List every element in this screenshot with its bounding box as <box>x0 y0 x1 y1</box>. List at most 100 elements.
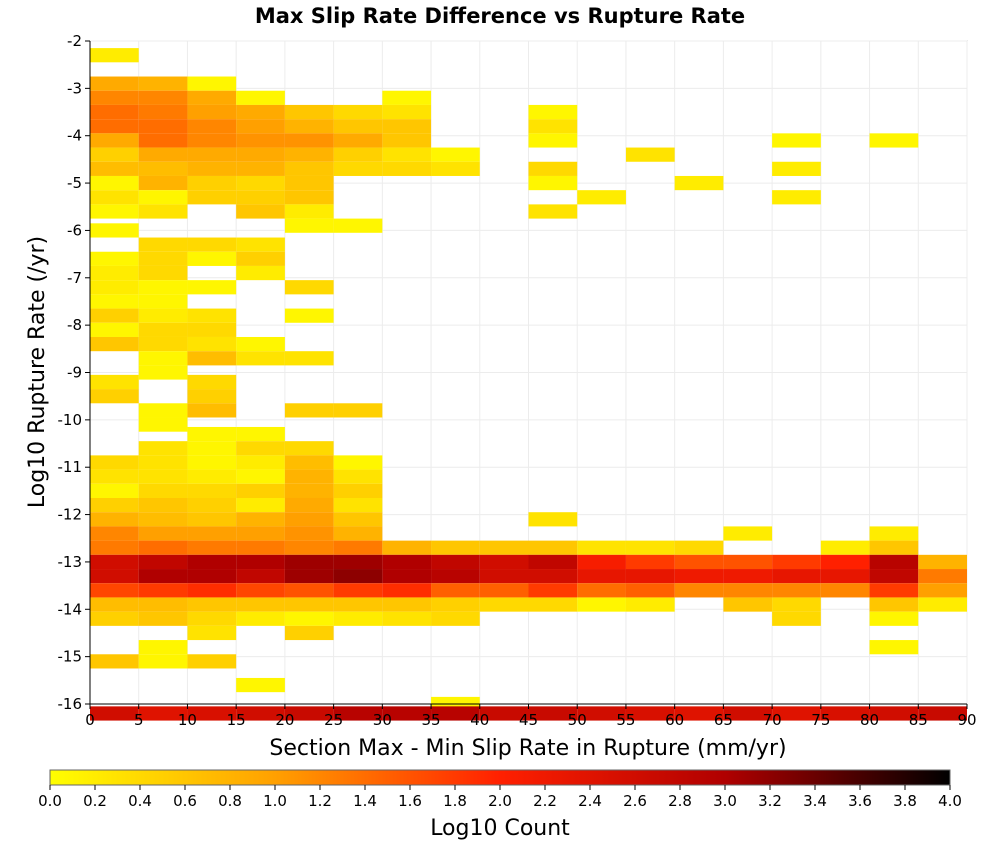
heatmap-cell <box>528 133 578 148</box>
heatmap-cell <box>284 175 334 191</box>
heatmap-cell <box>138 204 188 219</box>
heatmap-cell <box>479 540 529 555</box>
heatmap-cell <box>333 554 383 570</box>
heatmap-cell <box>284 569 334 584</box>
heatmap-cell <box>187 569 237 584</box>
heatmap-cell <box>528 540 578 555</box>
heatmap-cell <box>625 540 675 555</box>
heatmap-cell <box>382 706 432 721</box>
heatmap-cell <box>431 540 480 555</box>
heatmap-cell <box>138 540 188 555</box>
heatmap-cell <box>577 569 626 584</box>
colorbar-tick-label: 0.2 <box>83 792 107 810</box>
heatmap-cell <box>187 322 237 337</box>
heatmap-cell <box>625 147 675 162</box>
x-tick-label: 40 <box>470 711 489 729</box>
heatmap-cell <box>187 133 237 148</box>
heatmap-cell <box>528 597 578 612</box>
heatmap-cell <box>284 554 334 570</box>
colorbar-tick-label: 0.0 <box>38 792 62 810</box>
heatmap-cell <box>187 403 237 418</box>
heatmap-cell <box>90 611 139 626</box>
heatmap-cell <box>431 706 480 721</box>
heatmap-cell <box>869 554 919 570</box>
heatmap-cell <box>577 554 626 570</box>
heatmap-cell <box>90 308 139 323</box>
heatmap-cell <box>187 190 237 205</box>
colorbar-tick-label: 2.4 <box>578 792 602 810</box>
heatmap-cell <box>236 90 285 105</box>
heatmap-cell <box>90 161 139 176</box>
colorbar-tick-label: 0.6 <box>173 792 197 810</box>
heatmap-cell <box>90 104 139 120</box>
heatmap-cell <box>90 336 139 352</box>
heatmap-cell <box>236 336 285 352</box>
heatmap-cell <box>333 512 383 527</box>
heatmap-cell <box>284 403 334 418</box>
heatmap-cell <box>187 237 237 252</box>
heatmap-cell <box>90 133 139 148</box>
heatmap-cell <box>90 455 139 470</box>
colorbar-tick-label: 0.8 <box>218 792 242 810</box>
heatmap-cell <box>187 540 237 555</box>
heatmap-cell <box>772 597 821 612</box>
heatmap-cell <box>284 204 334 219</box>
y-tick-label: -12 <box>58 506 83 524</box>
heatmap-cell <box>90 497 139 513</box>
colorbar-tick-label: 3.0 <box>713 792 737 810</box>
heatmap-cell <box>284 133 334 148</box>
heatmap-cell <box>284 512 334 527</box>
heatmap-cell <box>90 294 139 309</box>
heatmap-cell <box>528 104 578 120</box>
heatmap-cell <box>820 569 870 584</box>
heatmap-cell <box>625 706 675 721</box>
colorbar-tick-label: 2.2 <box>533 792 557 810</box>
heatmap-cell <box>528 204 578 219</box>
colorbar-ticks: 0.0 0.2 0.4 0.6 0.8 1.0 1.2 1.4 1.6 1.8 2.0 2.2 2.4 2… <box>38 785 962 810</box>
y-tick-label: -8 <box>67 316 82 334</box>
y-tick-label: -14 <box>58 600 83 618</box>
heatmap-cell <box>236 554 285 570</box>
heatmap-cell <box>236 204 285 219</box>
heatmap-cell <box>577 583 626 598</box>
heatmap-cell <box>187 389 237 404</box>
heatmap-cell <box>333 403 383 418</box>
heatmap-cell <box>284 611 334 626</box>
heatmap-cell <box>187 625 237 641</box>
heatmap-cell <box>333 611 383 626</box>
x-axis-label: Section Max - Min Slip Rate in Rupture (… <box>269 736 786 761</box>
heatmap-cell <box>138 512 188 527</box>
heatmap-cell <box>236 611 285 626</box>
heatmap-cell <box>284 625 334 641</box>
heatmap-cell <box>236 265 285 281</box>
heatmap-cell <box>138 469 188 484</box>
heatmap-cell <box>138 147 188 162</box>
heatmap-cell <box>138 441 188 456</box>
heatmap-cell <box>138 640 188 655</box>
heatmap-cell <box>869 611 919 626</box>
heatmap-cell <box>284 280 334 295</box>
x-tick-label: 35 <box>422 711 441 729</box>
heatmap-cell <box>333 483 383 498</box>
heatmap-cell <box>284 119 334 134</box>
heatmap-cell <box>431 161 480 176</box>
heatmap-cell <box>479 597 529 612</box>
heatmap-cell <box>236 469 285 484</box>
heatmap-cell <box>187 251 237 266</box>
heatmap-cell <box>577 706 626 721</box>
heatmap-cell <box>236 706 285 721</box>
colorbar-tick-label: 1.2 <box>308 792 332 810</box>
heatmap-cell <box>187 526 237 541</box>
y-tick-label: -13 <box>58 553 83 571</box>
heatmap-cell <box>187 374 237 390</box>
heatmap-cell <box>138 365 188 380</box>
heatmap-cell <box>187 706 237 721</box>
heatmap-cell <box>333 455 383 470</box>
heatmap-cell <box>382 540 432 555</box>
heatmap-cell <box>820 583 870 598</box>
heatmap-cell <box>772 190 821 205</box>
heatmap-cell <box>138 403 188 418</box>
heatmap-cell <box>382 569 432 584</box>
heatmap-cell <box>333 706 383 721</box>
heatmap-cell <box>187 497 237 513</box>
